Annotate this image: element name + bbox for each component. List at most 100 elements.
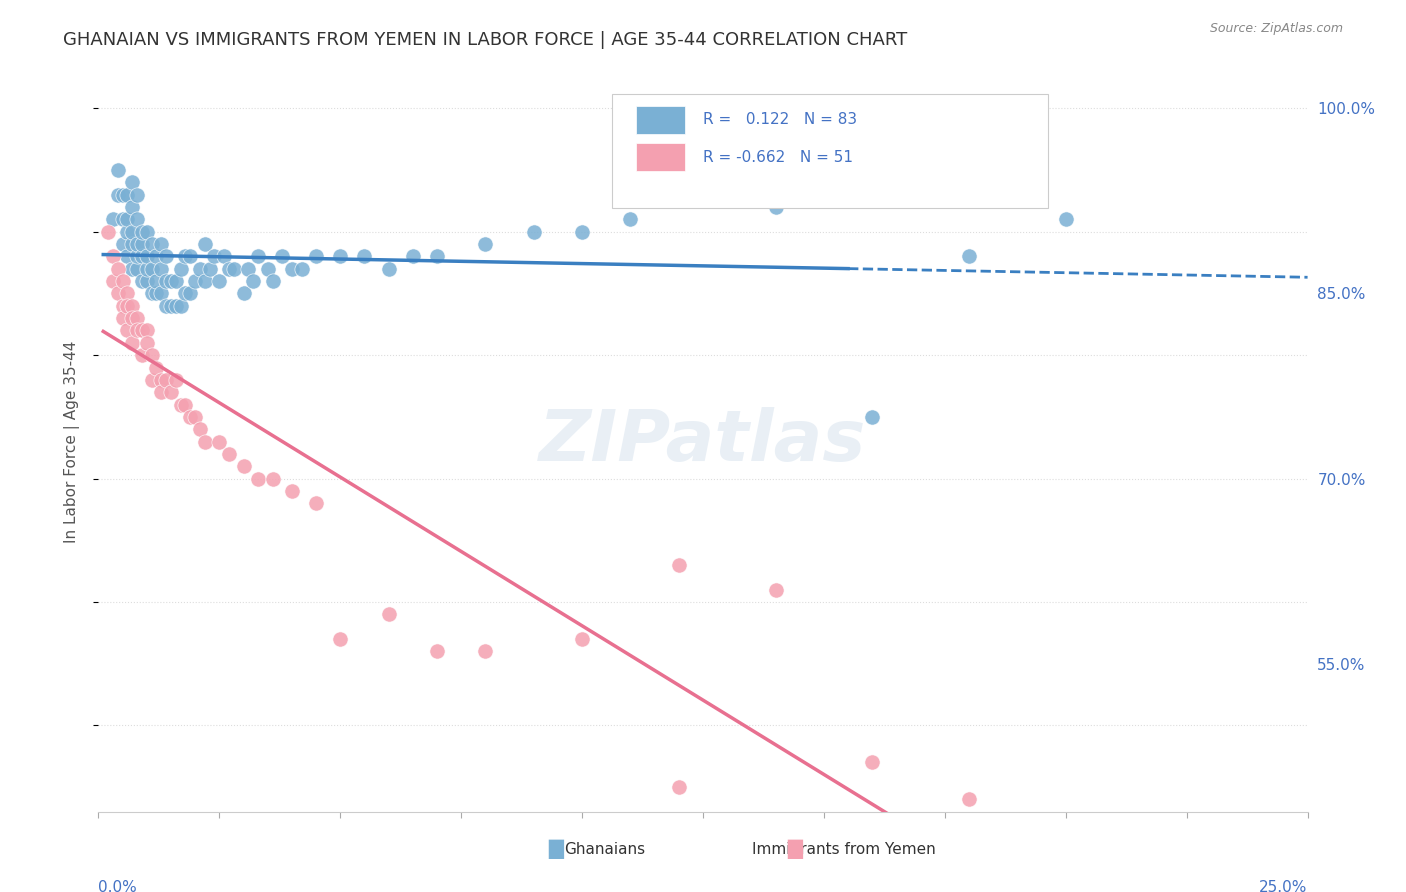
Point: [377, 261, 399, 276]
Point: [194, 274, 217, 288]
Point: [111, 237, 134, 252]
Point: [135, 250, 157, 264]
Point: [145, 360, 167, 375]
Point: [426, 644, 449, 658]
Point: [523, 225, 546, 239]
Point: [131, 225, 153, 239]
Point: [218, 447, 240, 461]
Point: [290, 261, 312, 276]
Point: [155, 299, 177, 313]
Point: [174, 398, 197, 412]
Point: [160, 299, 183, 313]
Point: [111, 274, 134, 288]
Point: [208, 274, 231, 288]
Point: [262, 274, 284, 288]
Point: [131, 324, 153, 338]
Point: [179, 286, 201, 301]
Point: [329, 632, 352, 646]
Point: [121, 176, 143, 190]
Point: [135, 274, 157, 288]
Point: [127, 311, 149, 326]
Point: [121, 225, 143, 239]
Point: [145, 274, 167, 288]
Point: [150, 385, 173, 400]
Point: [117, 286, 139, 301]
Point: [141, 373, 163, 387]
Point: [198, 261, 221, 276]
Point: [765, 582, 787, 597]
Point: [619, 212, 641, 227]
Text: Source: ZipAtlas.com: Source: ZipAtlas.com: [1209, 22, 1343, 36]
Point: [107, 286, 129, 301]
Point: [1054, 212, 1077, 227]
Point: [174, 286, 197, 301]
Point: [169, 261, 191, 276]
Point: [402, 250, 425, 264]
Point: [141, 286, 163, 301]
Point: [145, 250, 167, 264]
Point: [121, 261, 143, 276]
Point: [150, 373, 173, 387]
Point: [860, 756, 883, 770]
Point: [377, 607, 399, 622]
Point: [474, 237, 496, 252]
Point: [101, 212, 124, 227]
Point: [131, 250, 153, 264]
Point: [117, 324, 139, 338]
Point: [150, 261, 173, 276]
Point: [97, 225, 120, 239]
Point: [121, 200, 143, 214]
Point: [194, 434, 217, 449]
Point: [101, 274, 124, 288]
Point: [101, 250, 124, 264]
Point: [329, 250, 352, 264]
Point: [141, 261, 163, 276]
Point: [127, 237, 149, 252]
FancyBboxPatch shape: [613, 94, 1047, 209]
Point: [232, 286, 254, 301]
Point: [117, 212, 139, 227]
Text: R = -0.662   N = 51: R = -0.662 N = 51: [703, 151, 853, 166]
Point: [121, 311, 143, 326]
Point: [111, 212, 134, 227]
Point: [281, 261, 304, 276]
Point: [141, 348, 163, 362]
Point: [127, 250, 149, 264]
Point: [107, 261, 129, 276]
Point: [127, 261, 149, 276]
Point: [247, 250, 270, 264]
Point: [571, 225, 593, 239]
Text: █: █: [787, 839, 801, 859]
Point: [262, 472, 284, 486]
Point: [179, 409, 201, 424]
Point: [155, 373, 177, 387]
Point: [155, 250, 177, 264]
Text: GHANAIAN VS IMMIGRANTS FROM YEMEN IN LABOR FORCE | AGE 35-44 CORRELATION CHART: GHANAIAN VS IMMIGRANTS FROM YEMEN IN LAB…: [63, 31, 907, 49]
Point: [256, 261, 278, 276]
Point: [242, 274, 264, 288]
Point: [150, 286, 173, 301]
Point: [117, 250, 139, 264]
Point: [218, 261, 240, 276]
Point: [107, 163, 129, 178]
Point: [169, 398, 191, 412]
Point: [169, 299, 191, 313]
Point: [131, 237, 153, 252]
Y-axis label: In Labor Force | Age 35-44: In Labor Force | Age 35-44: [63, 341, 80, 542]
Bar: [637, 106, 685, 135]
Point: [127, 212, 149, 227]
Text: 25.0%: 25.0%: [1260, 880, 1308, 892]
Point: [160, 385, 183, 400]
Text: Immigrants from Yemen: Immigrants from Yemen: [752, 842, 935, 856]
Point: [111, 187, 134, 202]
Point: [165, 373, 187, 387]
Point: [957, 792, 980, 806]
Point: [305, 250, 328, 264]
Text: R =   0.122   N = 83: R = 0.122 N = 83: [703, 112, 858, 127]
Point: [179, 250, 201, 264]
Point: [165, 274, 187, 288]
Point: [271, 250, 294, 264]
Point: [127, 324, 149, 338]
Point: [131, 348, 153, 362]
Point: [141, 237, 163, 252]
